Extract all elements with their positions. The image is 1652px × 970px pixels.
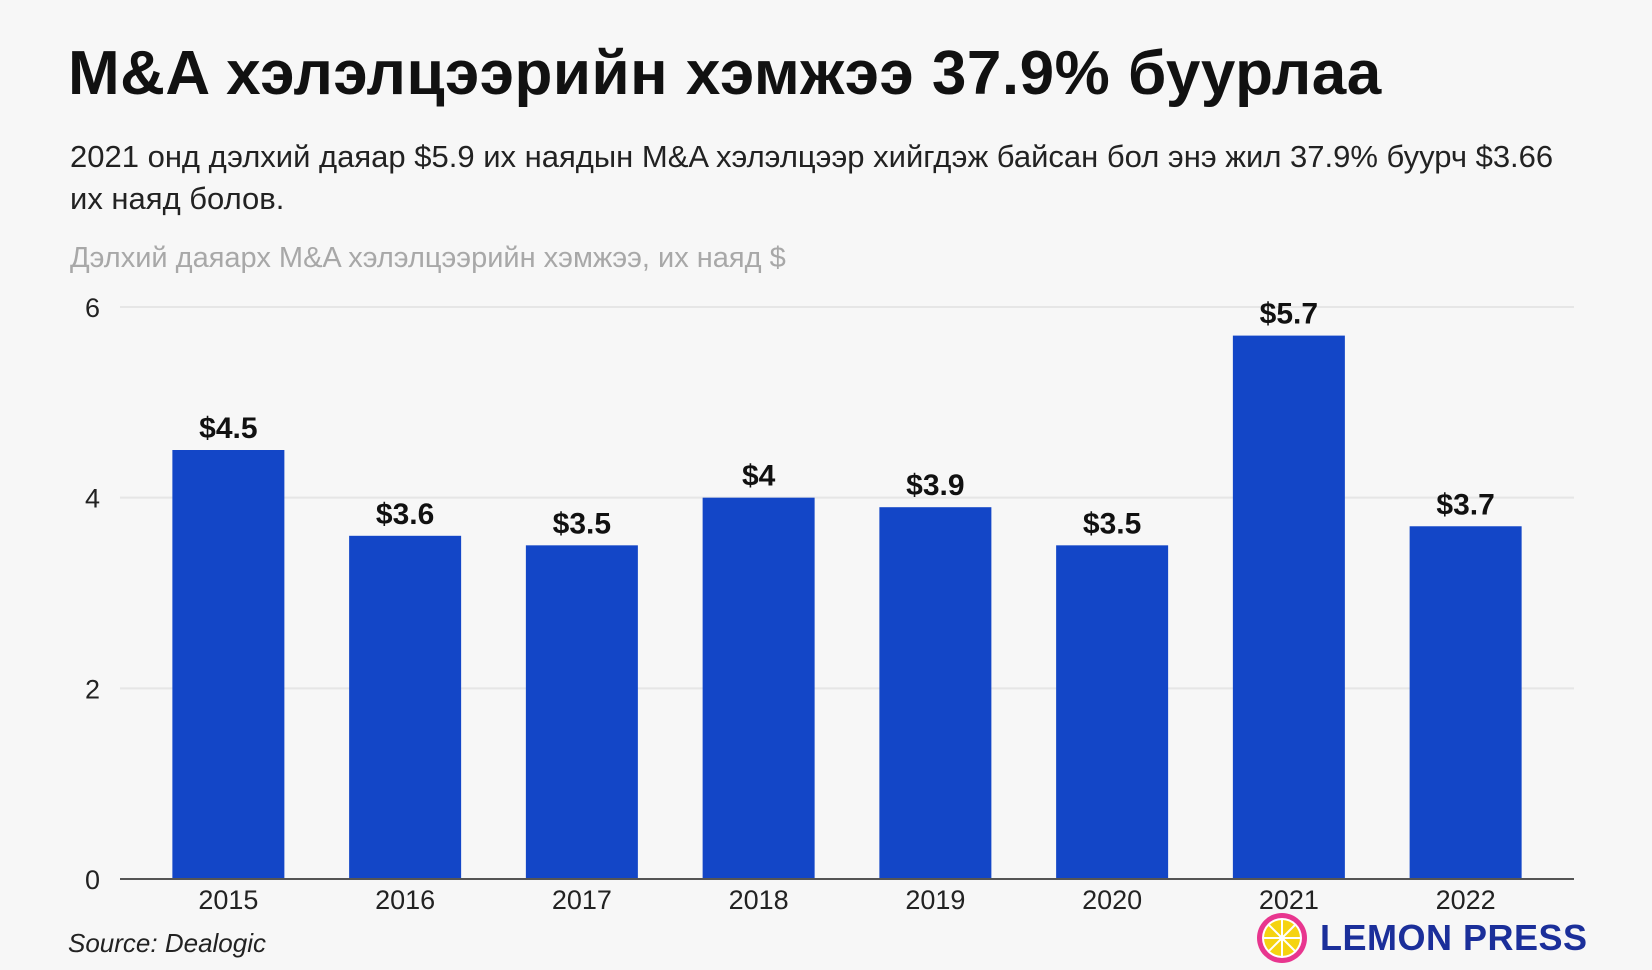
x-tick-label: 2020 <box>1082 885 1142 915</box>
data-label: $4 <box>742 460 776 493</box>
data-label: $4.5 <box>199 412 257 445</box>
data-label: $3.7 <box>1436 488 1494 521</box>
x-tick-label: 2017 <box>552 885 612 915</box>
x-tick-label: 2019 <box>905 885 965 915</box>
lemon-slice-icon <box>1257 913 1307 963</box>
x-tick-label: 2021 <box>1259 885 1319 915</box>
bar <box>349 535 462 879</box>
data-label: $3.5 <box>553 507 611 540</box>
lemon-press-logo: LEMON PRESS <box>1256 912 1588 964</box>
x-tick-label: 2018 <box>729 885 789 915</box>
data-label: $3.6 <box>376 498 434 531</box>
bar <box>879 507 992 879</box>
y-tick-label: 2 <box>85 674 100 704</box>
bar <box>1056 545 1169 879</box>
data-label: $5.7 <box>1260 298 1318 331</box>
y-tick-label: 0 <box>85 865 100 895</box>
chart-subtitle: 2021 онд дэлхий даяар $5.9 их наядын M&A… <box>70 139 1554 216</box>
y-tick-label: 4 <box>85 484 100 514</box>
source-note: Source: Dealogic <box>68 928 266 958</box>
bar <box>702 497 815 879</box>
x-tick-label: 2015 <box>198 885 258 915</box>
x-tick-label: 2022 <box>1436 885 1496 915</box>
data-label: $3.5 <box>1083 507 1141 540</box>
bar <box>525 545 638 879</box>
x-tick-label: 2016 <box>375 885 435 915</box>
bar <box>172 450 285 879</box>
bar <box>1409 526 1522 879</box>
chart-caption: Дэлхий даяарх M&A хэлэлцээрийн хэмжээ, и… <box>70 242 786 274</box>
y-tick-label: 6 <box>85 293 100 323</box>
chart-title: M&A хэлэлцээрийн хэмжээ 37.9% буурлаа <box>68 39 1382 108</box>
logo-text: LEMON PRESS <box>1320 917 1588 958</box>
data-label: $3.9 <box>906 469 964 502</box>
bar <box>1232 335 1345 880</box>
